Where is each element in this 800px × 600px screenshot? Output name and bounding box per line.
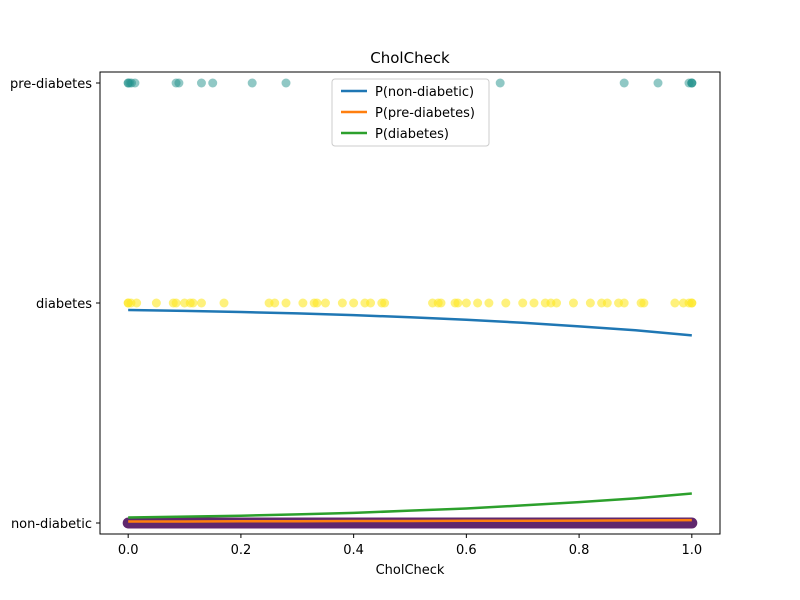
legend-label-1: P(pre-diabetes) [375,106,475,121]
legend-label-0: P(non-diabetic) [375,85,474,100]
y-tick-label-0: non-diabetic [11,517,92,532]
scatter-point-class-1-11 [219,298,229,308]
scatter-point-class-1-38 [552,298,562,308]
x-tick-label-5: 1.0 [681,543,702,558]
y-tick-label-2: pre-diabetes [10,77,92,92]
x-axis-title: CholCheck [376,563,445,578]
scatter-point-class-1-42 [602,298,612,308]
y-tick-label-1: diabetes [36,297,92,312]
scatter-point-class-1-31 [473,298,483,308]
scatter-point-class-2-10 [281,78,291,88]
scatter-point-class-1-35 [529,298,539,308]
scatter-point-class-1-32 [484,298,494,308]
legend-box [331,78,490,147]
chart-title: CholCheck [370,49,450,67]
scatter-point-class-2-12 [619,78,629,88]
scatter-layer [122,78,698,529]
scatter-point-class-1-17 [312,298,322,308]
scatter-point-class-1-29 [453,298,463,308]
scatter-point-class-2-13 [653,78,663,88]
scatter-point-class-2-8 [208,78,218,88]
legend: P(non-diabetic) P(pre-diabetes) P(diabetes… [331,78,490,147]
scatter-point-class-1-47 [670,298,680,308]
scatter-point-class-1-20 [349,298,359,308]
scatter-point-class-1-18 [320,298,330,308]
line-series-1 [128,518,692,523]
x-tick-label-0: 0.0 [118,543,139,558]
scatter-point-class-2-17 [687,78,697,88]
line-series-0 [128,308,692,337]
scatter-point-class-1-24 [380,298,390,308]
scatter-point-class-1-19 [337,298,347,308]
scatter-point-class-1-15 [298,298,308,308]
scatter-point-class-1-39 [568,298,578,308]
scatter-point-class-1-9 [188,298,198,308]
scatter-point-class-1-33 [501,298,511,308]
scatter-point-class-2-11 [495,78,505,88]
scatter-point-class-1-44 [619,298,629,308]
line-series-2 [128,492,692,519]
scatter-point-class-1-22 [366,298,376,308]
scatter-point-class-1-30 [461,298,471,308]
x-tick-label-3: 0.6 [456,543,477,558]
scatter-point-class-1-6 [171,298,181,308]
scatter-point-class-1-13 [270,298,280,308]
probability-lines [128,308,692,523]
scatter-point-class-1-4 [151,298,161,308]
scatter-point-class-1-14 [281,298,291,308]
scatter-point-class-1-27 [436,298,446,308]
scatter-point-class-2-9 [247,78,257,88]
x-tick-label-1: 0.2 [231,543,252,558]
scatter-point-class-2-4 [130,78,140,88]
scatter-point-class-1-34 [518,298,528,308]
legend-label-2: P(diabetes) [375,127,449,142]
x-tick-label-2: 0.4 [343,543,364,558]
scatter-point-class-1-46 [639,298,649,308]
scatter-point-class-2-6 [174,78,184,88]
scatter-point-class-2-7 [196,78,206,88]
y-axis: non-diabetic diabetes pre-diabetes [10,77,100,532]
scatter-point-class-1-40 [585,298,595,308]
scatter-point-class-1-10 [196,298,206,308]
scatter-point-class-1-3 [132,298,142,308]
x-axis: 0.0 0.2 0.4 0.6 0.8 1.0 [118,534,702,558]
x-tick-label-4: 0.8 [569,543,590,558]
scatter-point-class-1-51 [687,298,697,308]
